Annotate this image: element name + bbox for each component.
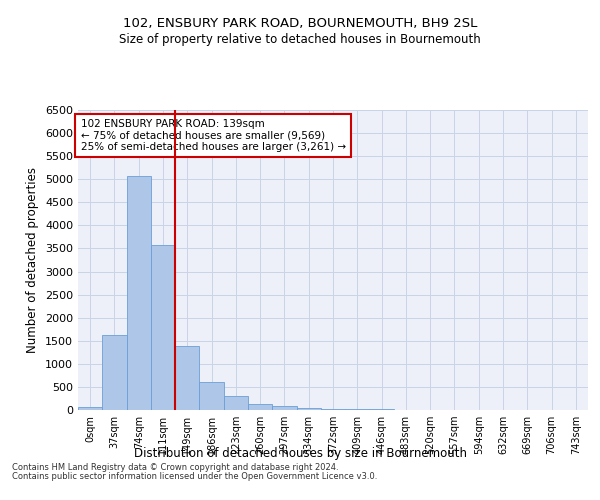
Bar (175, 346, 199, 410)
Bar (199, 382, 224, 410)
Bar (224, 396, 248, 410)
Text: Contains public sector information licensed under the Open Government Licence v3: Contains public sector information licen… (12, 472, 377, 481)
Bar (127, 176, 151, 410)
Bar (102, 335, 127, 410)
Text: 102 ENSBURY PARK ROAD: 139sqm
← 75% of detached houses are smaller (9,569)
25% o: 102 ENSBURY PARK ROAD: 139sqm ← 75% of d… (80, 119, 346, 152)
Text: Contains HM Land Registry data © Crown copyright and database right 2024.: Contains HM Land Registry data © Crown c… (12, 464, 338, 472)
Bar (296, 408, 321, 410)
Bar (321, 408, 345, 410)
Bar (345, 409, 370, 410)
Text: Size of property relative to detached houses in Bournemouth: Size of property relative to detached ho… (119, 32, 481, 46)
Text: 102, ENSBURY PARK ROAD, BOURNEMOUTH, BH9 2SL: 102, ENSBURY PARK ROAD, BOURNEMOUTH, BH9… (123, 18, 477, 30)
Bar (248, 404, 272, 410)
Bar (272, 406, 296, 410)
Text: Distribution of detached houses by size in Bournemouth: Distribution of detached houses by size … (133, 448, 467, 460)
Bar (78, 406, 102, 410)
Y-axis label: Number of detached properties: Number of detached properties (26, 167, 40, 353)
Bar (151, 245, 175, 410)
